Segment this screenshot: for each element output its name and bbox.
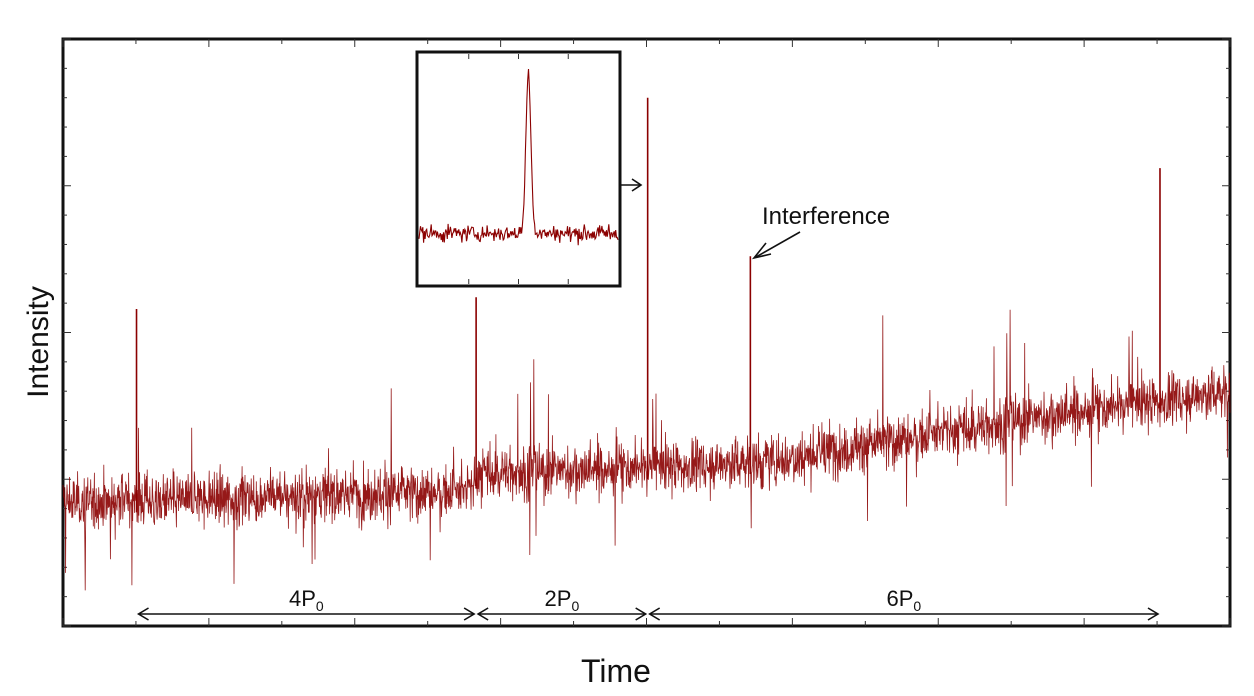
inset-frame xyxy=(415,50,622,288)
axis-ticks xyxy=(62,38,1231,627)
signal-series xyxy=(62,309,1231,591)
period-arrowhead-right-2 xyxy=(635,607,648,621)
inset-signal-line xyxy=(418,68,619,246)
inset-pointer-arrowhead xyxy=(631,178,643,192)
spike-group xyxy=(135,97,1161,513)
x-axis-title: Time xyxy=(581,653,651,689)
period-arrowhead-left-1 xyxy=(136,607,149,621)
period-arrowhead-left-2 xyxy=(476,607,489,621)
interference-label: Interference xyxy=(762,203,890,230)
period-label-3: 6P0 xyxy=(886,586,921,614)
period-arrowhead-left-3 xyxy=(648,607,661,621)
period-label-2: 2P0 xyxy=(545,586,580,614)
period-annotations: 4P0 2P0 6P0 xyxy=(136,586,1160,621)
interference-arrowhead xyxy=(751,242,772,260)
interference-arrow xyxy=(755,231,801,258)
plot-frame xyxy=(61,37,1232,628)
inset-ticks xyxy=(468,54,569,284)
period-arrowhead-right-3 xyxy=(1147,607,1160,621)
period-label-1: 4P0 xyxy=(289,586,324,614)
inset xyxy=(415,50,622,288)
signal-line xyxy=(62,309,1231,591)
period-arrowhead-right-1 xyxy=(463,607,476,621)
y-axis-title: Intensity xyxy=(22,286,55,398)
